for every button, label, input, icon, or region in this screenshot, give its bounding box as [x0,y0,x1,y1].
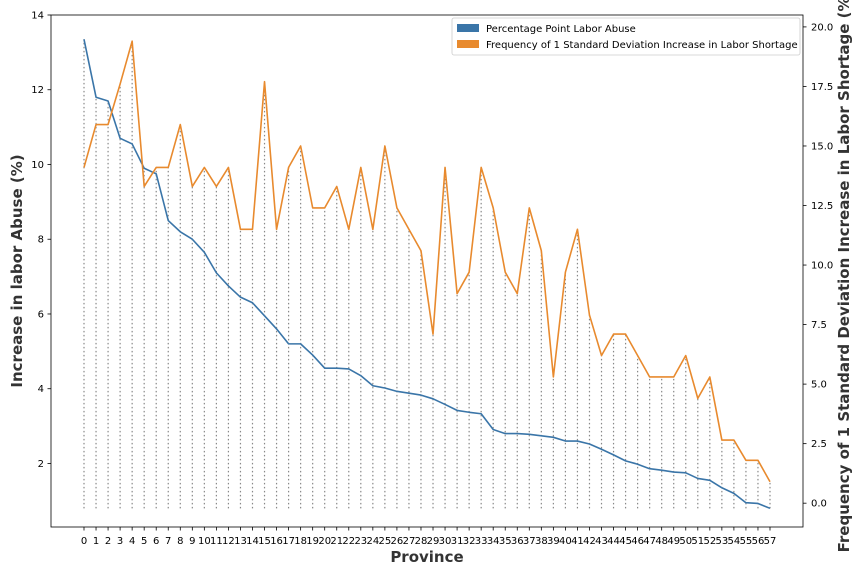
left-y-axis-title: Increase in labor Abuse (%) [8,154,26,387]
series-line-labor-abuse [83,39,771,510]
x-tick-label: 34 [487,536,500,547]
legend-swatch-labor-shortage [457,40,479,48]
x-axis: 0 1 2 3 4 5 6 7 8 9 10 11 12 13 14 15 16 17 18 19 20 21 22 23 24… [81,527,777,547]
x-tick-label: 43 [595,536,608,547]
x-tick-label: 42 [583,536,596,547]
legend-label-labor-shortage: Frequency of 1 Standard Deviation Increa… [486,40,798,51]
series-line-labor-shortage [83,40,771,483]
x-tick-label: 28 [415,536,428,547]
series-lines [83,39,771,510]
left-y-tick-label: 10 [31,160,44,171]
x-tick-label: 10 [198,536,211,547]
x-tick-label: 5 [141,536,147,547]
x-tick-label: 14 [246,536,259,547]
x-tick-label: 36 [511,536,524,547]
x-tick-label: 54 [728,536,741,547]
left-y-tick-label: 4 [38,384,44,395]
legend-box [451,17,801,56]
x-tick-label: 11 [210,536,223,547]
x-tick-label: 4 [129,536,135,547]
x-tick-label: 48 [655,536,668,547]
x-tick-label: 27 [403,536,416,547]
right-y-tick-label: 7.5 [811,320,827,331]
x-tick-label: 46 [631,536,644,547]
x-tick-label: 39 [547,536,560,547]
x-tick-label: 0 [81,536,87,547]
x-tick-label: 44 [607,536,620,547]
x-tick-label: 47 [643,536,656,547]
x-tick-label: 24 [366,536,379,547]
x-tick-label: 51 [691,536,704,547]
x-tick-label: 21 [330,536,343,547]
x-tick-label: 12 [222,536,235,547]
right-y-tick-label: 10.0 [811,261,833,272]
x-tick-label: 7 [165,536,171,547]
x-tick-label: 33 [475,536,488,547]
x-tick-label: 50 [679,536,692,547]
left-y-tick-label: 8 [38,235,44,246]
x-tick-label: 37 [523,536,536,547]
x-tick-label: 17 [282,536,295,547]
x-tick-label: 29 [427,536,440,547]
right-y-axis-title: Frequency of 1 Standard Deviation Increa… [835,0,853,552]
left-y-axis: 2 4 6 8 10 12 14 [31,11,51,470]
left-y-tick-label: 2 [38,459,44,470]
stem-lines [83,39,771,509]
x-tick-label: 31 [451,536,464,547]
x-tick-label: 41 [571,536,584,547]
right-y-tick-label: 2.5 [811,439,827,450]
x-tick-label: 23 [354,536,367,547]
right-y-tick-label: 5.0 [811,380,827,391]
x-tick-label: 38 [535,536,548,547]
x-tick-label: 45 [619,536,632,547]
right-y-tick-label: 17.5 [811,82,833,93]
legend: Percentage Point Labor Abuse Frequency o… [451,17,801,56]
x-tick-label: 8 [177,536,183,547]
x-tick-label: 20 [318,536,331,547]
x-tick-label: 55 [740,536,753,547]
x-tick-label: 52 [703,536,716,547]
left-y-tick-label: 14 [31,11,44,22]
x-axis-title: Province [390,548,463,566]
x-tick-label: 2 [105,536,111,547]
right-y-tick-label: 12.5 [811,201,833,212]
x-tick-label: 22 [342,536,355,547]
x-tick-label: 3 [117,536,123,547]
right-y-tick-label: 15.0 [811,141,833,152]
x-tick-label: 1 [93,536,99,547]
x-tick-label: 30 [439,536,452,547]
x-tick-label: 40 [559,536,572,547]
left-y-tick-label: 6 [38,309,44,320]
x-tick-label: 26 [391,536,404,547]
legend-swatch-labor-abuse [457,24,479,32]
left-y-tick-label: 12 [31,85,44,96]
x-tick-label: 15 [258,536,271,547]
x-tick-label: 16 [270,536,283,547]
legend-label-labor-abuse: Percentage Point Labor Abuse [486,24,636,35]
x-tick-label: 19 [306,536,319,547]
x-tick-label: 18 [294,536,307,547]
x-tick-label: 35 [499,536,512,547]
right-y-axis: 0.0 2.5 5.0 7.5 10.0 12.5 15.0 17.5 20.0 [803,22,833,510]
right-y-tick-label: 0.0 [811,499,827,510]
x-tick-label: 53 [715,536,728,547]
plot-frame [50,14,804,528]
x-tick-label: 25 [379,536,392,547]
x-tick-label: 32 [463,536,476,547]
x-tick-label: 56 [752,536,765,547]
x-tick-label: 9 [189,536,195,547]
right-y-tick-label: 20.0 [811,22,833,33]
x-tick-label: 49 [667,536,680,547]
x-tick-label: 57 [764,536,777,547]
x-tick-label: 6 [153,536,159,547]
x-tick-label: 13 [234,536,247,547]
